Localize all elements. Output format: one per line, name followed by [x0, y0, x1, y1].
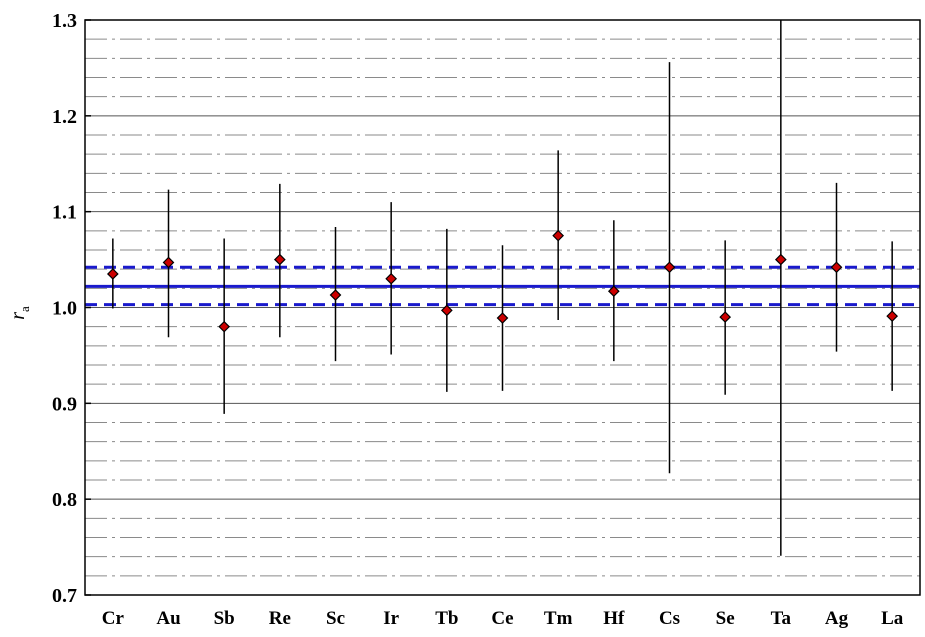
data-point-cr [106, 268, 119, 280]
y-tick-label: 0.9 [52, 393, 77, 415]
data-point-la [886, 310, 899, 322]
x-tick-label-re: Re [269, 608, 291, 629]
x-tick-label-ta: Ta [771, 608, 792, 629]
x-tick-label-au: Au [156, 608, 181, 629]
y-tick-label: 1.1 [52, 202, 77, 224]
data-point-tb [440, 304, 453, 317]
data-point-sb [218, 320, 231, 333]
x-tick-label-cs: Cs [659, 608, 680, 629]
x-tick-labels: Cr Au Sb Re Sc Ir Tb Ce Tm Hf Cs Se Ta Ag La [102, 608, 904, 629]
y-tick-labels: 0.7 0.8 0.9 1.0 1.1 1.2 1.3 [52, 10, 91, 607]
data-point-tm [552, 229, 565, 242]
data-point-ta [774, 253, 787, 266]
x-tick-label-ir: Ir [383, 608, 399, 629]
data-point-cs [663, 261, 676, 274]
x-tick-label-ag: Ag [825, 608, 849, 629]
x-tick-label-se: Se [716, 608, 735, 629]
data-point-re [273, 253, 286, 266]
data-point-au [162, 256, 175, 269]
y-tick-label: 1.2 [52, 106, 77, 128]
data-point-ce [496, 312, 509, 324]
x-tick-label-cr: Cr [102, 608, 125, 629]
data-point-sc [329, 289, 342, 301]
y-tick-label: 1.0 [52, 298, 77, 320]
x-tick-label-sb: Sb [214, 608, 235, 629]
y-tick-label: 0.7 [52, 585, 77, 607]
x-tick-label-ce: Ce [491, 608, 513, 629]
x-tick-label-tm: Tm [544, 608, 573, 629]
y-tick-label: 0.8 [52, 489, 77, 511]
data-point-hf [607, 285, 620, 298]
x-tick-label-tb: Tb [435, 608, 458, 629]
x-tick-label-sc: Sc [326, 608, 345, 629]
y-axis-label: ra [7, 306, 32, 320]
x-tick-label-la: La [881, 608, 904, 629]
data-point-se [719, 311, 732, 323]
y-tick-label: 1.3 [52, 10, 77, 32]
data-point-ir [385, 272, 398, 285]
data-points [106, 229, 899, 333]
x-tick-label-hf: Hf [603, 608, 625, 629]
data-point-ag [830, 261, 843, 274]
